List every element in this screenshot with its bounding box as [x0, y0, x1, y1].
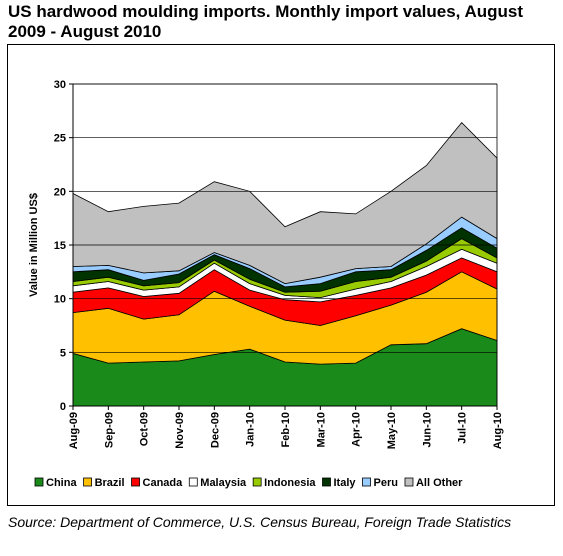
legend-swatch-all-other: [404, 477, 414, 487]
x-tick-label: Oct-09: [139, 412, 151, 446]
y-tick-label: 10: [54, 294, 66, 306]
legend-label-italy: Italy: [334, 477, 357, 489]
y-tick-label: 30: [54, 79, 66, 91]
x-tick-label: Feb-10: [280, 412, 292, 447]
y-tick-label: 15: [54, 240, 66, 252]
legend-label-all-other: All Other: [416, 477, 463, 489]
source-note: Source: Department of Commerce, U.S. Cen…: [8, 514, 512, 530]
y-axis-title: Value in Million US$: [28, 193, 40, 297]
chart-title: US hardwood moulding imports. Monthly im…: [8, 2, 524, 41]
x-tick-label: Jan-10: [245, 412, 257, 447]
legend-label-canada: Canada: [143, 477, 184, 489]
x-tick-label: Nov-09: [174, 412, 186, 449]
legend-swatch-brazil: [83, 477, 92, 487]
y-tick-label: 0: [60, 401, 66, 413]
x-tick-label: Mar-10: [315, 412, 327, 447]
legend-label-malaysia: Malaysia: [200, 477, 247, 489]
y-tick-label: 25: [54, 133, 66, 145]
y-tick-label: 5: [60, 347, 66, 359]
y-tick-label: 20: [54, 186, 66, 198]
legend-swatch-canada: [131, 477, 140, 487]
legend-label-indonesia: Indonesia: [264, 477, 316, 489]
x-tick-label: Aug-09: [68, 412, 80, 449]
x-tick-label: Sep-09: [103, 412, 115, 448]
legend-swatch-indonesia: [252, 477, 262, 487]
x-tick-label: Dec-09: [209, 412, 221, 448]
legend-swatch-china: [34, 477, 44, 487]
legend-label-peru: Peru: [374, 477, 398, 489]
x-tick-label: Aug-10: [492, 412, 504, 449]
x-tick-label: Jun-10: [421, 412, 433, 447]
x-tick-label: Jul-10: [457, 412, 469, 444]
x-tick-label: May-10: [386, 412, 398, 449]
legend-label-china: China: [46, 477, 77, 489]
legend-swatch-peru: [362, 477, 371, 487]
legend-label-brazil: Brazil: [95, 477, 125, 489]
x-tick-label: Apr-10: [351, 412, 363, 447]
legend-swatch-malaysia: [188, 477, 198, 487]
legend-swatch-italy: [322, 477, 331, 487]
